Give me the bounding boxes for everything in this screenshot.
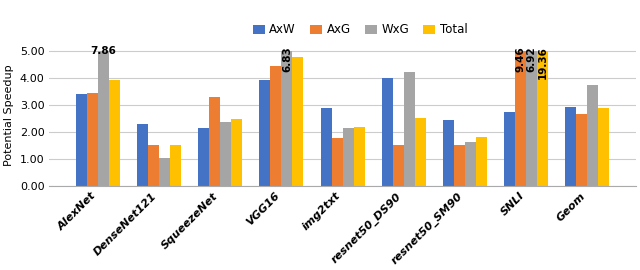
Text: 9.46: 9.46 — [515, 46, 525, 72]
Bar — [137, 124, 148, 186]
Bar — [271, 66, 282, 186]
Bar — [87, 93, 98, 186]
Bar — [587, 85, 598, 186]
Bar — [443, 120, 454, 186]
Bar — [393, 145, 404, 186]
Bar — [537, 51, 548, 186]
Bar — [170, 145, 181, 186]
Bar — [576, 114, 587, 186]
Bar — [98, 51, 109, 186]
Bar — [565, 107, 576, 186]
Bar — [282, 51, 292, 186]
Bar — [515, 51, 526, 186]
Bar — [381, 78, 393, 186]
Bar — [404, 72, 415, 186]
Bar — [476, 137, 487, 186]
Bar — [353, 127, 365, 186]
Text: 7.86: 7.86 — [91, 46, 116, 56]
Bar — [526, 51, 537, 186]
Bar — [321, 108, 332, 186]
Bar — [454, 145, 465, 186]
Bar — [504, 112, 515, 186]
Legend: AxW, AxG, WxG, Total: AxW, AxG, WxG, Total — [248, 19, 472, 41]
Bar — [342, 128, 353, 186]
Text: 19.36: 19.36 — [538, 46, 548, 79]
Bar — [598, 108, 609, 186]
Bar — [159, 158, 170, 186]
Bar — [209, 97, 220, 186]
Bar — [220, 122, 231, 186]
Bar — [148, 145, 159, 186]
Bar — [415, 118, 426, 186]
Bar — [332, 139, 342, 186]
Bar — [292, 57, 303, 186]
Bar — [198, 128, 209, 186]
Y-axis label: Potential Speedup: Potential Speedup — [4, 64, 14, 166]
Text: 6.83: 6.83 — [282, 46, 292, 72]
Text: 6.92: 6.92 — [527, 46, 536, 72]
Bar — [109, 80, 120, 186]
Bar — [231, 119, 243, 186]
Bar — [259, 80, 271, 186]
Bar — [76, 94, 87, 186]
Bar — [465, 142, 476, 186]
